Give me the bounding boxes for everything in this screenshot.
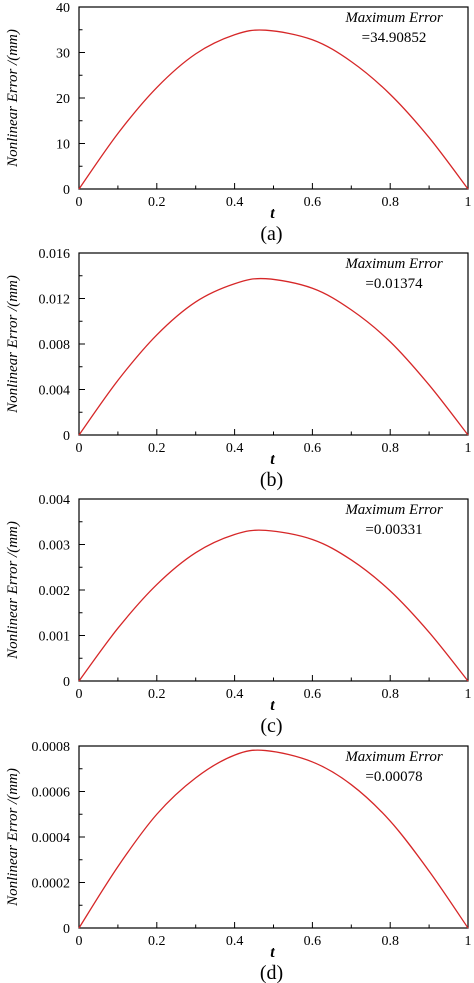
max-error-value: =0.00078 (365, 769, 422, 785)
x-tick-label: 0 (76, 687, 83, 702)
y-tick-label: 0 (63, 429, 70, 444)
series-line-1 (78, 29, 469, 190)
y-tick-label: 0.001 (39, 630, 71, 645)
x-tick-label: 0.6 (304, 195, 322, 210)
x-axis-title: t (270, 205, 275, 222)
x-tick-label: 1 (465, 195, 472, 210)
y-axis-title: Nonlinear Error /(mm) (5, 275, 21, 414)
max-error-value: =0.01374 (365, 276, 423, 292)
y-tick-label: 0 (63, 675, 70, 690)
x-tick-label: 0.6 (304, 441, 322, 456)
x-tick-label: 0.4 (226, 687, 244, 702)
y-tick-label: 0.016 (39, 247, 71, 262)
y-axis-title: Nonlinear Error /(mm) (5, 768, 21, 907)
x-axis-title: t (270, 697, 275, 714)
max-error-value: =34.90852 (362, 30, 427, 46)
y-tick-label: 0.003 (39, 539, 71, 554)
x-tick-label: 0.4 (226, 195, 244, 210)
x-axis-title: t (270, 451, 275, 468)
y-tick-label: 0.0004 (32, 831, 71, 846)
y-tick-label: 30 (56, 47, 70, 62)
x-tick-label: 0.4 (226, 441, 244, 456)
x-tick-label: 0.8 (381, 687, 399, 702)
max-error-title: Maximum Error (344, 502, 443, 518)
y-tick-label: 0.004 (39, 493, 71, 508)
series-line-1 (78, 529, 469, 682)
x-tick-label: 0 (76, 195, 83, 210)
y-tick-label: 0 (63, 922, 70, 937)
max-error-value: =0.00331 (365, 522, 422, 538)
x-tick-label: 0 (76, 934, 83, 949)
y-tick-label: 0.008 (39, 338, 71, 353)
y-tick-label: 0 (63, 183, 70, 198)
max-error-title: Maximum Error (344, 10, 443, 26)
x-tick-label: 1 (465, 934, 472, 949)
y-axis-title: Nonlinear Error /(mm) (5, 29, 21, 168)
panel-label: (d) (260, 962, 283, 983)
x-tick-label: 0.8 (381, 195, 399, 210)
y-tick-label: 0.0002 (32, 877, 71, 892)
panel-label: (c) (260, 715, 282, 737)
chart-panel-2: 0 0.2 0.4 0.6 0.8 1 0 0.004 0.008 0.012 0.016 Nonli… (5, 247, 472, 491)
y-tick-label: 20 (56, 92, 70, 107)
x-axis-title: t (270, 944, 275, 961)
y-tick-label: 0.004 (39, 384, 71, 399)
chart-panel-3: 0 0.2 0.4 0.6 0.8 1 0 0.001 0.002 0.003 0.004 Nonli… (5, 493, 472, 737)
x-tick-label: 0.2 (148, 195, 166, 210)
x-tick-label: 1 (465, 441, 472, 456)
y-axis-title: Nonlinear Error /(mm) (5, 521, 21, 660)
y-tick-label: 0.012 (39, 293, 71, 308)
x-tick-label: 0.2 (148, 687, 166, 702)
x-tick-label: 0.4 (226, 934, 244, 949)
x-tick-label: 1 (465, 687, 472, 702)
y-tick-label: 0.0006 (32, 786, 71, 801)
y-tick-label: 40 (56, 1, 70, 16)
series-line-1 (78, 277, 469, 436)
y-tick-label: 10 (56, 138, 70, 153)
x-tick-label: 0.8 (381, 441, 399, 456)
x-tick-label: 0.8 (381, 934, 399, 949)
x-tick-label: 0.6 (304, 934, 322, 949)
panel-label: (b) (260, 469, 283, 491)
x-tick-label: 0.6 (304, 687, 322, 702)
max-error-title: Maximum Error (344, 256, 443, 272)
chart-panel-4: 0 0.2 0.4 0.6 0.8 1 0 0.0002 0.0004 0.0006 0.0008 N… (5, 740, 472, 983)
series-line-1 (78, 749, 469, 929)
max-error-title: Maximum Error (344, 749, 443, 765)
x-tick-label: 0.2 (148, 441, 166, 456)
y-tick-label: 0.002 (39, 584, 71, 599)
panel-label: (a) (260, 223, 282, 245)
x-tick-label: 0 (76, 441, 83, 456)
x-tick-label: 0.2 (148, 934, 166, 949)
y-tick-label: 0.0008 (32, 740, 71, 755)
